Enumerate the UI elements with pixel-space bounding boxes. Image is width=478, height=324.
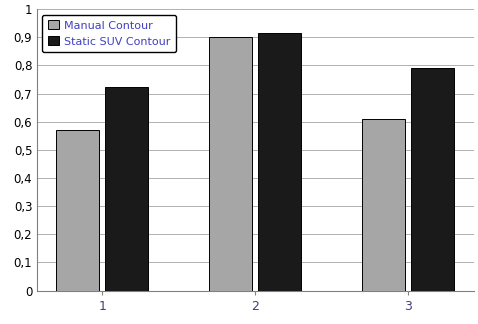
Legend: Manual Contour, Static SUV Contour: Manual Contour, Static SUV Contour xyxy=(42,15,176,52)
Bar xyxy=(105,87,148,291)
Bar xyxy=(209,37,252,291)
Bar xyxy=(258,33,301,291)
Bar xyxy=(56,130,99,291)
Bar xyxy=(411,68,454,291)
Bar xyxy=(362,119,405,291)
